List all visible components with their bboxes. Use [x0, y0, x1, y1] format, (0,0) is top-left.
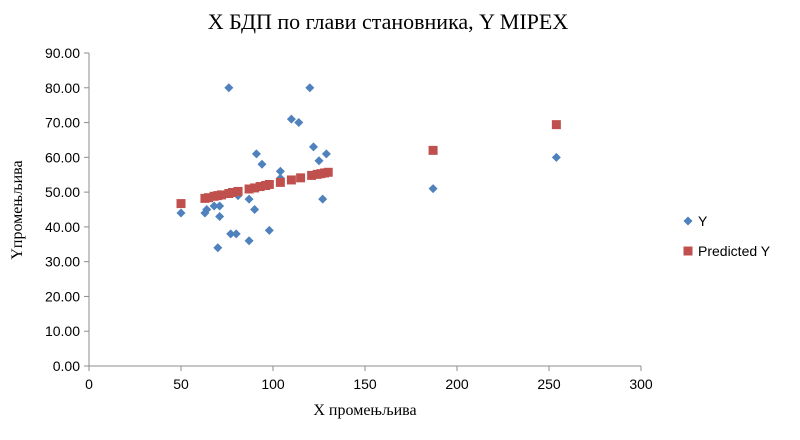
y-point [209, 201, 219, 211]
y-tick-label: 50.00 [45, 184, 80, 200]
legend-item: Predicted Y [683, 243, 771, 259]
y-point [215, 201, 225, 211]
y-point [244, 236, 254, 246]
y-axis-ticks: 0.00 10.00 20.00 30.00 40.00 50.00 60.00 70.00 8… [45, 45, 89, 374]
y-point [226, 229, 236, 239]
y-point [275, 166, 285, 176]
predicted-y-point [275, 177, 285, 187]
x-tick-label: 50 [173, 376, 189, 392]
predicted-y-point [204, 193, 214, 203]
predicted-y-point [228, 187, 238, 197]
y-tick-label: 10.00 [45, 323, 80, 339]
y-tick-label: 30.00 [45, 254, 80, 270]
predicted-y-point [551, 120, 561, 130]
chart-title: X БДП по глави становника, Y MIPEX [208, 9, 569, 34]
y-tick-label: 60.00 [45, 149, 80, 165]
predicted-y-point [216, 190, 226, 200]
predicted-y-series [176, 120, 561, 209]
legend-label: Y [698, 213, 708, 229]
y-tick-label: 70.00 [45, 115, 80, 131]
legend-square-marker [683, 246, 693, 256]
predicted-y-point [286, 175, 296, 185]
y-point [305, 83, 315, 93]
y-tick-label: 40.00 [45, 219, 80, 235]
predicted-y-point [250, 183, 260, 193]
predicted-y-point [428, 145, 438, 155]
y-series [176, 83, 561, 253]
y-point [176, 208, 186, 218]
x-tick-label: 300 [629, 376, 653, 392]
y-point [314, 156, 324, 166]
legend-label: Predicted Y [698, 243, 771, 259]
x-tick-label: 150 [353, 376, 377, 392]
y-point [202, 205, 212, 214]
legend-item: Y [683, 213, 708, 229]
x-tick-label: 200 [445, 376, 469, 392]
y-point [264, 225, 274, 235]
legend: Y Predicted Y [683, 213, 771, 259]
x-axis-ticks: 0 50 100 150 200 250 300 [85, 366, 653, 392]
predicted-y-point [264, 179, 274, 189]
y-point [244, 194, 254, 204]
predicted-y-point [233, 186, 243, 196]
predicted-y-point [323, 167, 333, 177]
y-point [224, 83, 234, 93]
y-point [250, 205, 260, 214]
y-point [551, 152, 561, 162]
y-tick-label: 20.00 [45, 288, 80, 304]
x-tick-label: 0 [85, 376, 93, 392]
y-tick-label: 90.00 [45, 45, 80, 61]
y-point [321, 149, 331, 159]
y-point [213, 243, 223, 253]
legend-diamond-marker [683, 216, 693, 226]
y-point [257, 159, 267, 169]
x-tick-label: 250 [537, 376, 561, 392]
data-points [176, 83, 561, 253]
y-point [428, 184, 438, 194]
predicted-y-point [244, 184, 254, 194]
y-axis-label: Yпромењљива [9, 160, 26, 259]
x-tick-label: 100 [261, 376, 285, 392]
predicted-y-point [296, 173, 306, 183]
x-axis-label: X промењљива [313, 402, 416, 419]
predicted-y-point [176, 199, 186, 209]
y-point [294, 118, 304, 128]
y-tick-label: 0.00 [53, 358, 80, 374]
y-point [286, 114, 296, 124]
y-point [318, 194, 328, 204]
predicted-y-point [255, 182, 265, 192]
y-point [308, 142, 318, 152]
y-tick-label: 80.00 [45, 80, 80, 96]
predicted-y-point [307, 170, 317, 180]
y-point [215, 211, 225, 221]
y-point [251, 149, 261, 159]
y-point [231, 229, 241, 239]
